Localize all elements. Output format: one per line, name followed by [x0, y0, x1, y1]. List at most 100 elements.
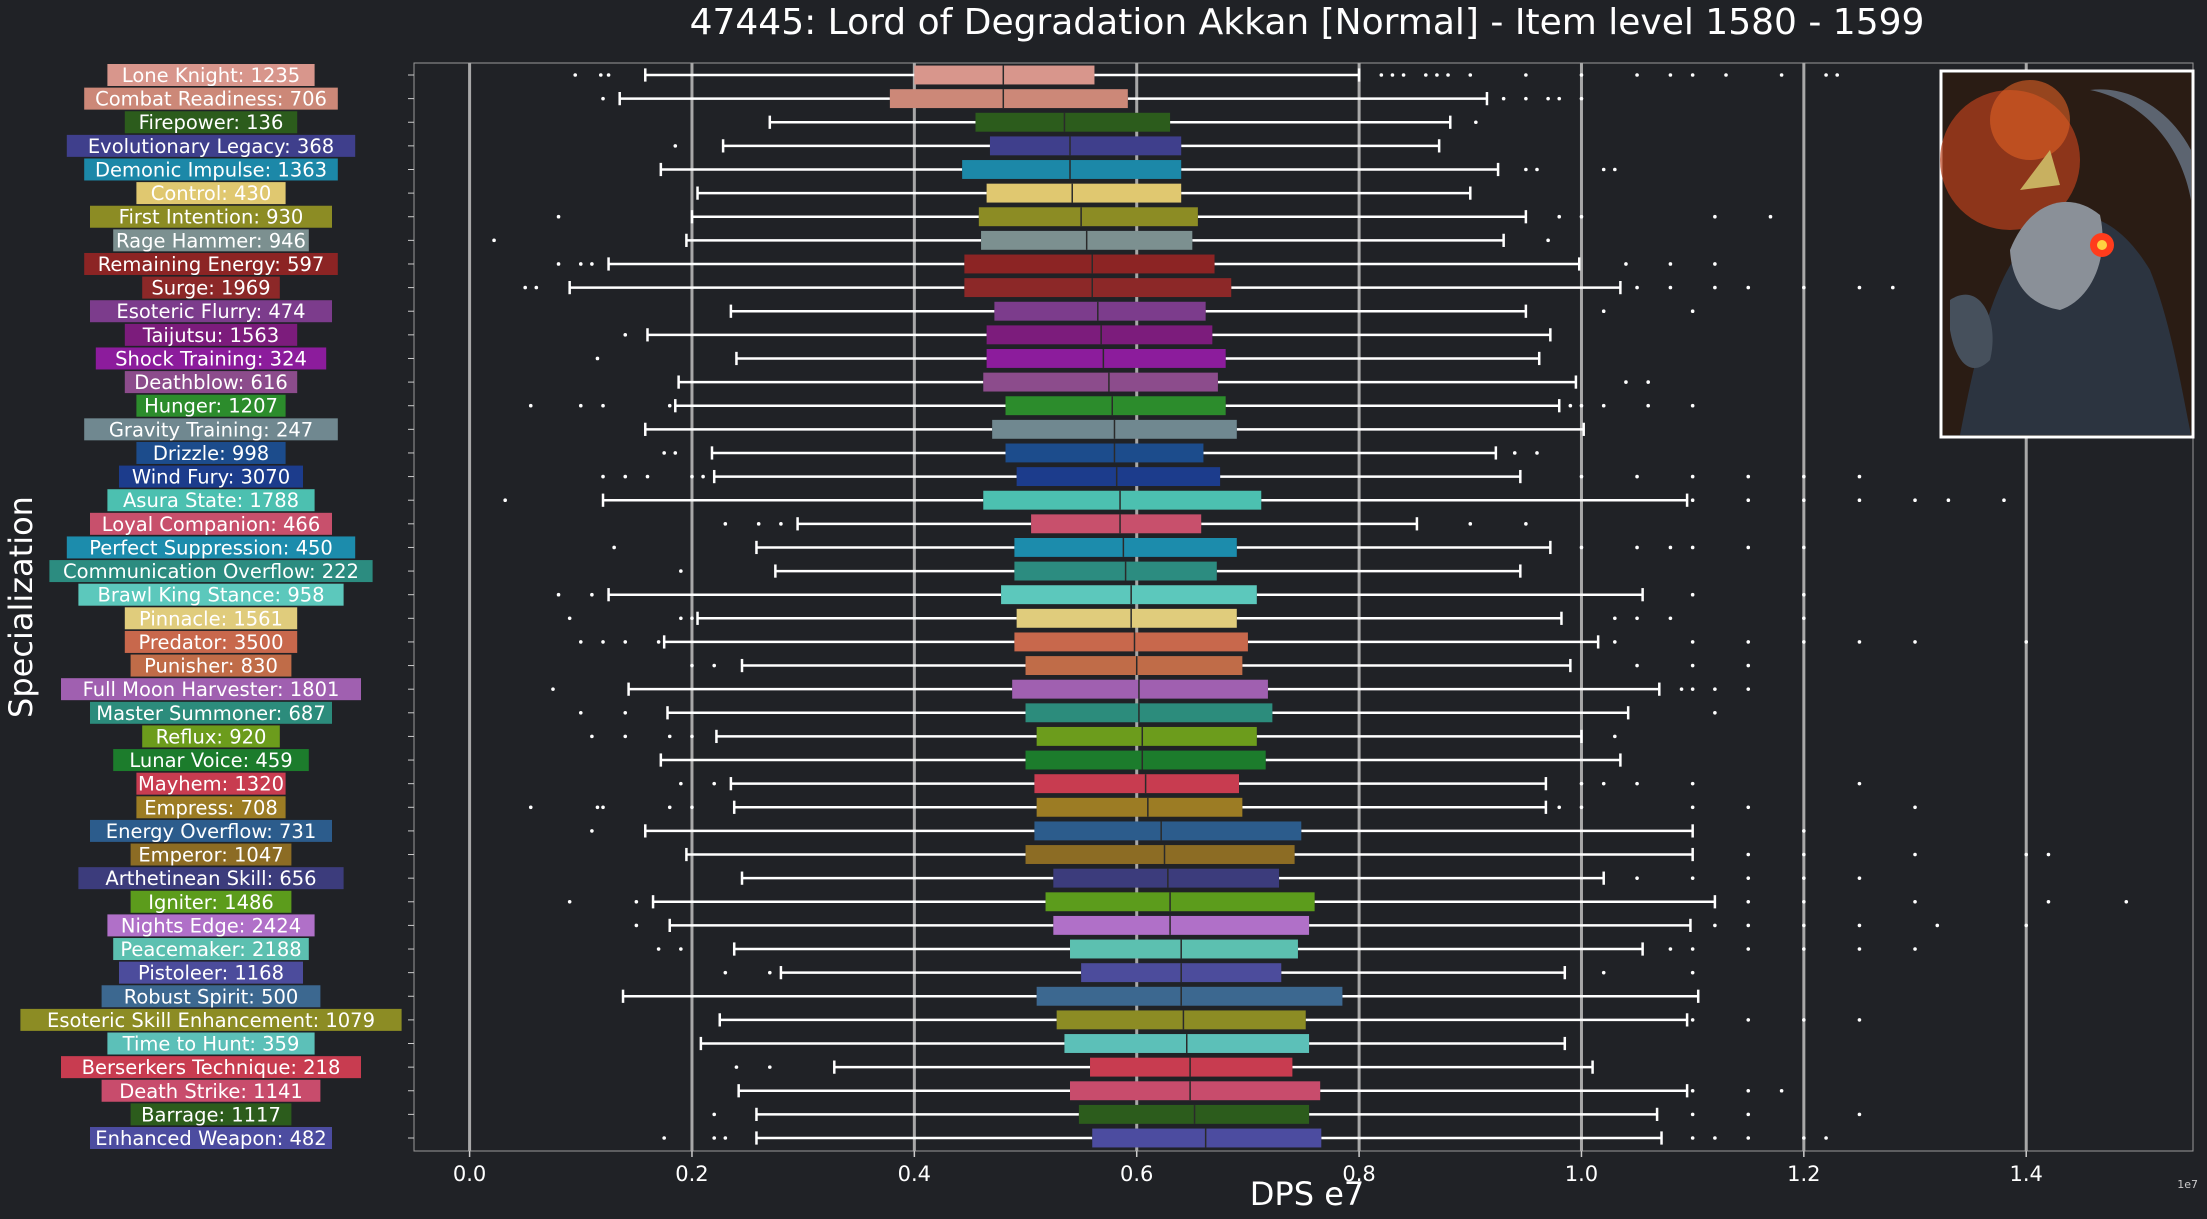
category-label-bg — [107, 914, 315, 937]
outlier-point — [1690, 498, 1695, 503]
box-series — [408, 868, 1862, 888]
outlier-point — [667, 403, 672, 408]
outlier-point — [1468, 73, 1473, 77]
outlier-point — [1635, 616, 1639, 621]
outlier-point — [590, 829, 594, 833]
outlier-point — [623, 333, 628, 337]
outlier-point — [1802, 829, 1806, 833]
outlier-point — [1802, 1136, 1806, 1140]
outlier-point — [723, 1136, 728, 1140]
outlier-point — [723, 522, 728, 526]
outlier-point — [656, 640, 661, 644]
box-series — [408, 892, 2129, 912]
category-label: Loyal Companion: 466 — [90, 512, 332, 536]
outlier-point — [1613, 167, 1617, 172]
iqr-box — [1025, 703, 1273, 723]
category-label: Master Summoner: 687 — [90, 701, 332, 725]
category-label-text: Loyal Companion: 466 — [102, 513, 320, 536]
outlier-point — [1690, 1136, 1695, 1140]
outlier-point — [1579, 781, 1584, 786]
category-label-bg — [136, 182, 286, 205]
category-label-text: Surge: 1969 — [151, 277, 270, 300]
outlier-point — [1713, 285, 1717, 290]
outlier-point — [1913, 498, 1917, 503]
category-label-text: Asura State: 1788 — [123, 489, 299, 512]
category-label: Surge: 1969 — [142, 276, 280, 300]
x-tick-label: 0.6 — [1120, 1162, 1153, 1186]
outlier-point — [1601, 309, 1606, 314]
box-series — [408, 845, 2051, 864]
outlier-point — [1690, 592, 1695, 597]
outlier-point — [1746, 1018, 1751, 1022]
x-tick-label: 0.8 — [1342, 1162, 1375, 1186]
box-series — [408, 1034, 1567, 1053]
outlier-point — [1746, 474, 1751, 479]
outlier-point — [578, 403, 583, 408]
outlier-point — [634, 899, 639, 904]
box-series — [408, 821, 1806, 841]
outlier-point — [1857, 498, 1862, 503]
outlier-point — [1379, 73, 1384, 77]
outlier-point — [612, 545, 616, 550]
outlier-point — [662, 1136, 666, 1140]
category-label-bg — [78, 867, 344, 890]
outlier-point — [1446, 73, 1450, 77]
outlier-point — [679, 781, 683, 786]
outlier-point — [1746, 687, 1751, 691]
outlier-point — [1579, 805, 1584, 810]
iqr-box — [994, 301, 1206, 321]
category-label-bg — [107, 489, 315, 512]
outlier-point — [1668, 616, 1673, 621]
outlier-point — [1568, 403, 1573, 408]
box-series — [408, 1081, 1784, 1101]
category-label-text: Master Summoner: 687 — [96, 702, 325, 725]
category-label-text: Deathblow: 616 — [134, 371, 288, 394]
category-label-bg — [90, 1127, 332, 1149]
category-label-bg — [113, 749, 309, 772]
category-label-text: Gravity Training: 247 — [109, 418, 313, 441]
category-label: Pinnacle: 1561 — [124, 607, 298, 630]
iqr-box — [983, 490, 1262, 510]
iqr-box — [1053, 915, 1310, 935]
outlier-point — [578, 640, 583, 644]
category-label-text: Communication Overflow: 222 — [63, 560, 359, 583]
outlier-point — [1635, 876, 1639, 880]
iqr-box — [1025, 845, 1295, 864]
outlier-point — [1474, 120, 1478, 125]
category-label-text: Peacemaker: 2188 — [120, 938, 301, 961]
outlier-point — [1546, 96, 1550, 101]
category-label: Taijutsu: 1563 — [124, 323, 298, 347]
box-series — [408, 1010, 1862, 1030]
outlier-point — [690, 734, 694, 739]
category-label-bg — [49, 560, 373, 583]
outlier-point — [601, 96, 605, 101]
outlier-point — [690, 805, 694, 810]
outlier-point — [1835, 73, 1839, 77]
outlier-point — [1857, 947, 1862, 951]
box-series — [408, 207, 1773, 227]
outlier-point — [1779, 73, 1784, 77]
box-series — [408, 89, 1584, 109]
outlier-point — [1613, 640, 1617, 644]
iqr-box — [978, 207, 1198, 227]
iqr-box — [1070, 939, 1298, 959]
outlier-point — [1857, 640, 1862, 644]
iqr-box — [1014, 537, 1237, 557]
category-label-bg — [90, 205, 332, 228]
outlier-point — [601, 474, 605, 479]
plot-area — [408, 62, 2194, 1152]
iqr-box — [989, 136, 1182, 156]
category-label: First Intention: 930 — [90, 205, 332, 229]
outlier-point — [1935, 923, 1940, 928]
outlier-point — [1713, 1136, 1717, 1140]
outlier-point — [1857, 1112, 1862, 1117]
iqr-box — [1012, 679, 1268, 699]
outlier-point — [528, 403, 533, 408]
outlier-point — [1802, 545, 1806, 550]
x-tick-label: 1.4 — [2010, 1162, 2043, 1186]
category-label: Berserkers Technique: 218 — [61, 1056, 361, 1079]
box-series — [408, 939, 1917, 959]
category-label: Remaining Energy: 597 — [84, 252, 338, 276]
outlier-point — [1802, 899, 1806, 904]
